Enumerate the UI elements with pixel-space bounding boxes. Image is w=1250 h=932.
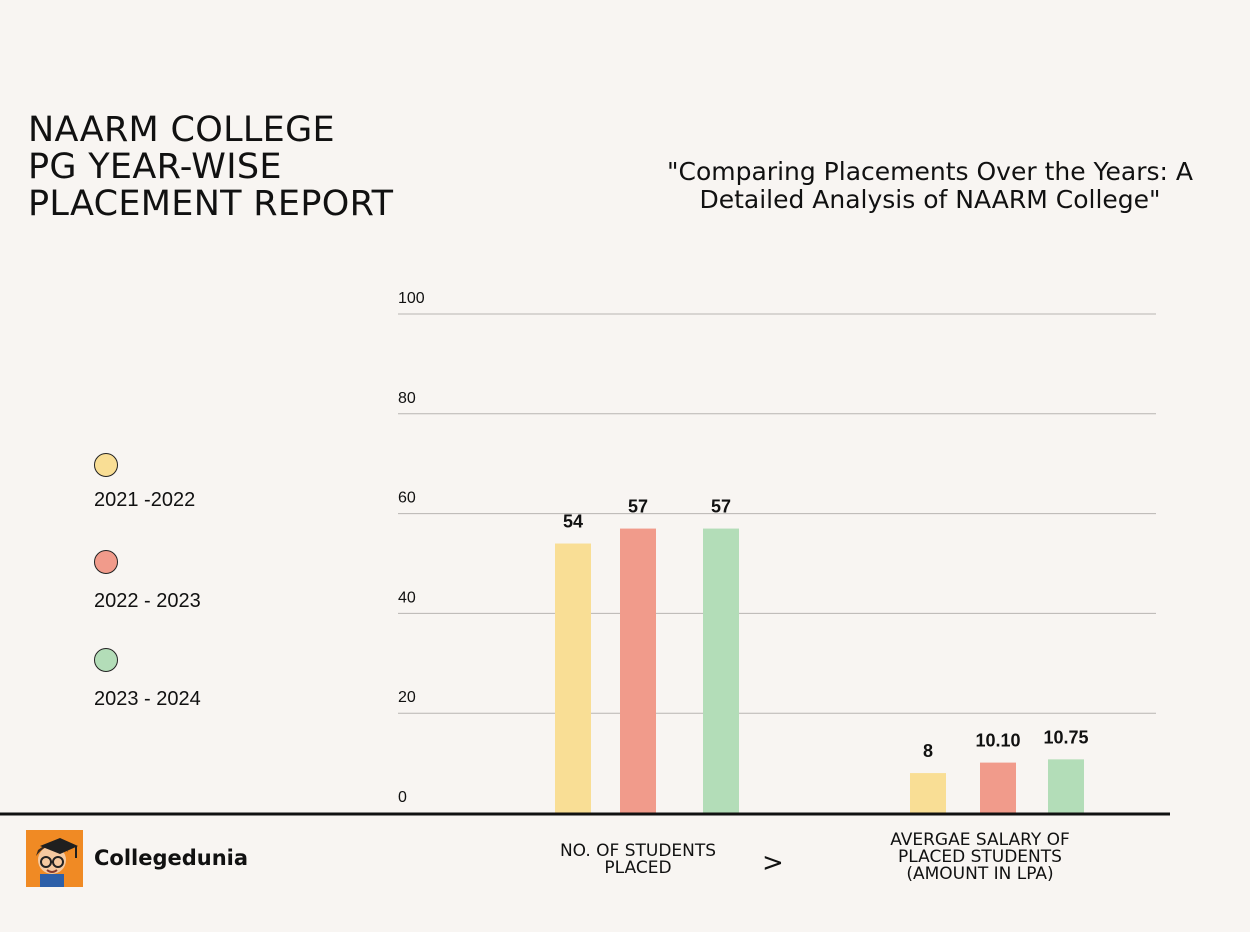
data-label: 57 [628,497,648,517]
subtitle-line-1: "Comparing Placements Over the Years: A [667,157,1193,186]
bar [1048,759,1084,813]
y-tick-label: 100 [398,290,425,307]
data-label: 54 [563,512,583,532]
category-label-line: PLACED [604,858,672,878]
chevron-right-icon: > [762,848,784,878]
title-line-1: NAARM COLLEGE [28,110,335,150]
bar [555,543,591,813]
category-label-average-salary: AVERGAE SALARY OF PLACED STUDENTS (AMOUN… [860,832,1100,883]
brand-name: Collegedunia [94,846,249,870]
title-line-3: PLACEMENT REPORT [28,184,394,224]
student-mascot-icon [26,830,83,887]
data-label: 10.10 [975,731,1020,751]
y-tick-label: 80 [398,390,416,407]
bar [703,528,739,813]
category-label-line: NO. OF STUDENTS [559,841,717,861]
legend-label-2023-2024: 2023 - 2024 [94,688,201,710]
legend-swatch-2023-2024 [94,648,118,672]
y-tick-label: 40 [398,589,416,606]
legend-label-2021-2022: 2021 -2022 [94,489,196,511]
category-label-line: AVERGAE SALARY OF [890,830,1070,850]
category-label-line: PLACED STUDENTS [898,847,1062,867]
bar [620,528,656,813]
report-subtitle: "Comparing Placements Over the Years: A … [630,158,1230,214]
data-label: 8 [923,741,933,761]
legend-swatch-2022-2023 [94,550,118,574]
category-label-line: (AMOUNT IN LPA) [906,864,1054,884]
bar [980,762,1016,813]
y-tick-label: 20 [398,689,416,706]
bar [910,773,946,813]
y-tick-label: 60 [398,490,416,507]
category-label-students-placed: NO. OF STUDENTS PLACED [538,843,738,877]
data-label: 57 [711,497,731,517]
y-tick-label: 0 [398,789,407,806]
report-title: NAARM COLLEGE PG YEAR-WISE PLACEMENT REP… [28,112,393,223]
subtitle-line-2: Detailed Analysis of NAARM College" [699,185,1161,214]
legend-label-2022-2023: 2022 - 2023 [94,590,201,612]
title-line-2: PG YEAR-WISE [28,147,282,187]
legend-swatch-2021-2022 [94,453,118,477]
data-label: 10.75 [1043,727,1088,747]
